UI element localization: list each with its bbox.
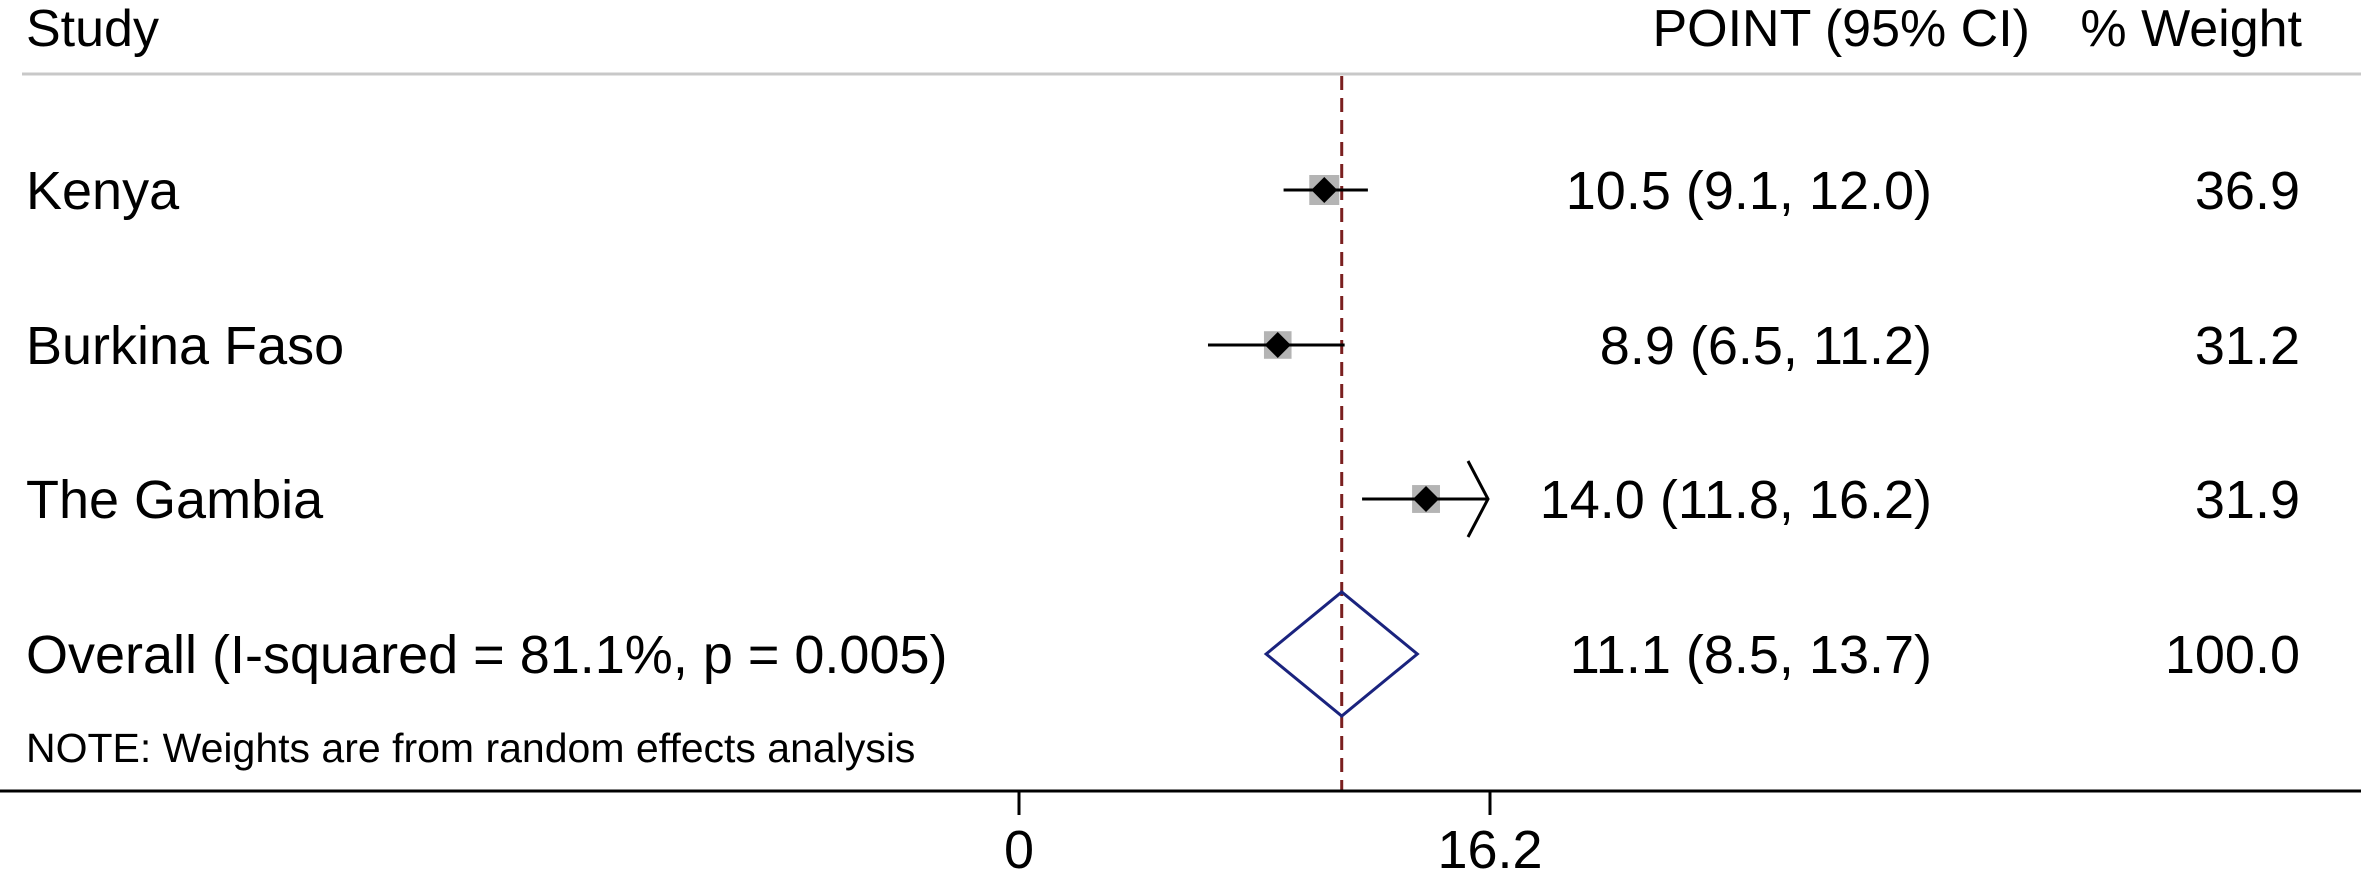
overall-diamond — [1263, 590, 1420, 718]
x-axis-ticks: 0 16.2 — [1004, 791, 1543, 880]
x-tick-label-0: 0 — [1004, 820, 1034, 880]
estimate-the-gambia: 14.0 (11.8, 16.2) — [1540, 470, 1932, 530]
overall-label: Overall (I-squared = 81.1%, p = 0.005) — [26, 625, 948, 685]
point-marker-burkina-faso — [1264, 332, 1291, 358]
weight-the-gambia: 31.9 — [2195, 470, 2300, 530]
study-rows: Kenya 10.5 (9.1, 12.0) 36.9 Burkina Faso 8.9… — [26, 76, 2300, 791]
estimate-burkina-faso: 8.9 (6.5, 11.2) — [1600, 316, 1932, 376]
header-study: Study — [26, 0, 159, 58]
overall-estimate: 11.1 (8.5, 13.7) — [1570, 625, 1932, 685]
header-estimate: POINT (95% CI) — [1652, 0, 2030, 58]
weights-note: NOTE: Weights are from random effects an… — [26, 725, 915, 771]
x-tick-label-1: 16.2 — [1437, 820, 1542, 880]
study-label-kenya: Kenya — [26, 161, 180, 221]
overall-weight: 100.0 — [2165, 625, 2300, 685]
study-label-burkina-faso: Burkina Faso — [26, 316, 344, 376]
ci-arrow-the-gambia — [1466, 460, 1490, 538]
study-label-the-gambia: The Gambia — [26, 470, 324, 530]
weight-kenya: 36.9 — [2195, 161, 2300, 221]
point-marker-the-gambia — [1413, 486, 1440, 512]
point-marker-kenya — [1311, 177, 1338, 203]
estimate-kenya: 10.5 (9.1, 12.0) — [1566, 161, 1932, 221]
weight-burkina-faso: 31.2 — [2195, 316, 2300, 376]
header-weight: % Weight — [2080, 0, 2302, 58]
